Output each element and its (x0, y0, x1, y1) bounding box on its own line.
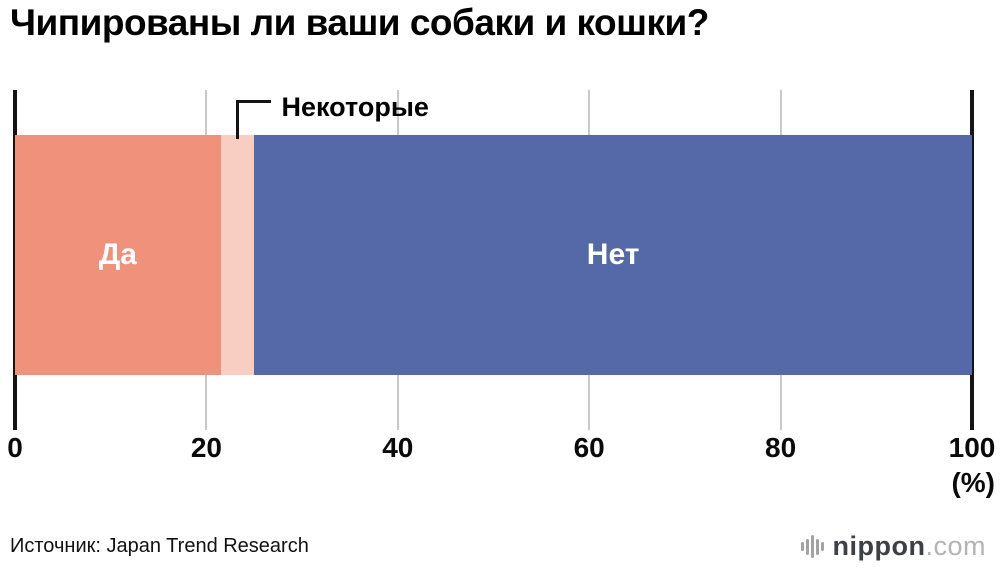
plot-area: Да Нет Некоторые (13, 90, 974, 430)
annotation-label: Некоторые (281, 92, 429, 122)
unit-label: (%) (951, 467, 995, 498)
x-axis: 0 20 40 60 80 100 (7, 432, 995, 466)
stacked-bar: Да Нет (15, 135, 972, 375)
tick-label-0: 0 (7, 432, 23, 463)
chart-title: Чипированы ли ваши собаки и кошки? (10, 2, 709, 43)
bar-segment-Да: Да (15, 135, 221, 375)
tick-label-100: 100 (948, 432, 996, 463)
bar-segment-label: Нет (586, 238, 640, 271)
bar-segment-label: Да (98, 238, 137, 271)
nippon-logo[interactable]: nippon.com (800, 531, 986, 562)
gridline-100 (970, 90, 974, 430)
tick-label-80: 80 (765, 432, 797, 463)
tick-label-40: 40 (382, 432, 414, 463)
source-text: Источник: Japan Trend Research (10, 535, 309, 557)
logo-nippon-part: nippon (832, 531, 926, 561)
bar-segment-Нет: Нет (254, 135, 972, 375)
nippon-logo-icon (800, 533, 824, 561)
tick-label-60: 60 (573, 432, 605, 463)
tick-label-20: 20 (190, 432, 222, 463)
nippon-logo-text: nippon.com (833, 531, 986, 562)
bar-segment-Некоторые (220, 135, 255, 375)
logo-com-part: .com (925, 531, 986, 561)
footer: Источник: Japan Trend Research nippon.co… (10, 531, 986, 562)
annotation-line (236, 100, 271, 139)
